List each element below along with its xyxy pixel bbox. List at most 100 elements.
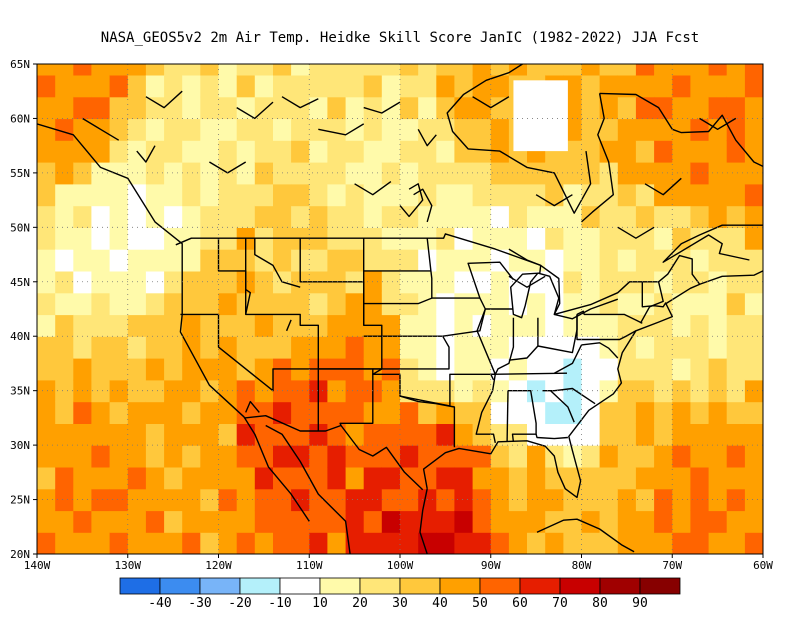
field-cell bbox=[690, 314, 710, 337]
colorbar-label: 60 bbox=[512, 596, 528, 611]
field-cell bbox=[164, 140, 183, 163]
field-cell bbox=[200, 401, 220, 424]
field-cell bbox=[599, 96, 619, 120]
field-cell bbox=[472, 249, 492, 272]
field-cell bbox=[672, 270, 691, 294]
field-cell bbox=[345, 183, 365, 207]
field-cell bbox=[182, 118, 201, 141]
field-cell bbox=[37, 292, 56, 316]
y-tick-label: 45N bbox=[10, 276, 30, 289]
field-cell bbox=[109, 270, 129, 294]
field-cell bbox=[635, 336, 655, 359]
boundary-line bbox=[617, 226, 655, 239]
field-cell bbox=[381, 249, 401, 272]
field-cell bbox=[145, 183, 165, 207]
field-cell bbox=[744, 74, 763, 98]
field-cell bbox=[744, 96, 763, 120]
field-cell bbox=[654, 510, 673, 533]
field-cell bbox=[527, 466, 546, 490]
field-cell bbox=[635, 118, 655, 141]
field-cell bbox=[73, 510, 92, 533]
field-cell bbox=[527, 162, 546, 185]
field-cell bbox=[55, 140, 74, 163]
field-cell bbox=[744, 118, 763, 141]
field-cell bbox=[91, 292, 111, 316]
field-cell bbox=[436, 205, 455, 228]
field-cell bbox=[418, 423, 437, 446]
boundary-line bbox=[236, 101, 274, 120]
field-cell bbox=[37, 314, 56, 337]
skill-score-field bbox=[37, 64, 763, 554]
field-cell bbox=[744, 249, 763, 272]
field-cell bbox=[617, 227, 637, 250]
field-cell bbox=[73, 74, 92, 98]
field-cell bbox=[164, 510, 183, 533]
field-cell bbox=[345, 488, 365, 512]
field-cell bbox=[164, 183, 183, 207]
field-cell bbox=[690, 96, 710, 120]
field-cell bbox=[182, 74, 201, 98]
field-cell bbox=[200, 183, 220, 207]
field-cell bbox=[345, 379, 365, 403]
field-cell bbox=[327, 140, 347, 163]
field-cell bbox=[599, 510, 619, 533]
field-cell bbox=[273, 64, 292, 76]
field-cell bbox=[236, 510, 256, 533]
field-cell bbox=[563, 249, 583, 272]
boundary-line bbox=[285, 319, 292, 332]
colorbar-swatch bbox=[399, 577, 441, 595]
field-cell bbox=[91, 466, 111, 490]
field-cell bbox=[91, 358, 111, 381]
field-cell bbox=[545, 249, 564, 272]
colorbar-swatch bbox=[439, 577, 481, 595]
field-cell bbox=[236, 96, 256, 120]
field-cell bbox=[726, 118, 746, 141]
field-cell bbox=[599, 270, 619, 294]
field-cell bbox=[164, 336, 183, 359]
field-cell bbox=[635, 532, 655, 554]
field-cell bbox=[690, 292, 710, 316]
field-cell bbox=[490, 64, 510, 76]
field-cell bbox=[599, 205, 619, 228]
field-cell bbox=[109, 488, 129, 512]
field-cell bbox=[182, 336, 201, 359]
field-cell bbox=[55, 118, 74, 141]
field-cell bbox=[345, 162, 365, 185]
field-cell bbox=[127, 96, 147, 120]
field-cell bbox=[200, 292, 220, 316]
field-cell bbox=[672, 140, 691, 163]
boundary-line bbox=[536, 518, 635, 553]
field-cell bbox=[527, 205, 546, 228]
field-cell bbox=[37, 488, 56, 512]
field-cell bbox=[617, 358, 637, 381]
field-cell bbox=[327, 292, 347, 316]
field-cell bbox=[109, 379, 129, 403]
field-cell bbox=[200, 249, 220, 272]
field-cell bbox=[91, 96, 111, 120]
field-cell bbox=[581, 466, 601, 490]
field-cell bbox=[145, 532, 165, 554]
field-cell bbox=[744, 227, 763, 250]
field-cell bbox=[236, 423, 256, 446]
field-cell bbox=[145, 488, 165, 512]
field-cell bbox=[472, 466, 492, 490]
field-cell bbox=[581, 445, 601, 468]
boundary-line bbox=[535, 434, 568, 440]
colorbar-label: 30 bbox=[392, 596, 408, 611]
boundary-line bbox=[508, 390, 537, 442]
field-cell bbox=[164, 162, 183, 185]
field-cell bbox=[182, 96, 201, 120]
field-cell bbox=[127, 423, 147, 446]
field-cell bbox=[381, 162, 401, 185]
field-cell bbox=[273, 249, 292, 272]
field-cell bbox=[327, 445, 347, 468]
field-cell bbox=[400, 314, 419, 337]
field-cell bbox=[200, 96, 220, 120]
field-cell bbox=[563, 423, 583, 446]
field-cell bbox=[145, 445, 165, 468]
boundary-line bbox=[542, 387, 596, 405]
field-cell bbox=[200, 488, 220, 512]
field-cell bbox=[381, 336, 401, 359]
field-cell bbox=[182, 401, 201, 424]
boundary-line bbox=[506, 390, 509, 442]
